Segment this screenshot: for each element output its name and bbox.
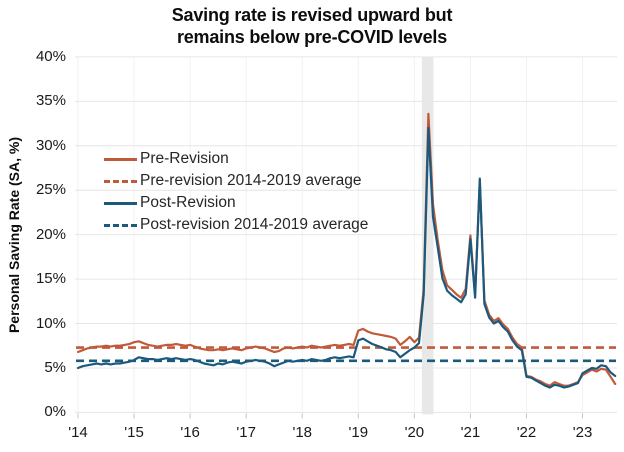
y-tick-label-30: 30% <box>35 136 66 154</box>
legend-label: Post-revision 2014-2019 average <box>140 216 369 233</box>
recession-band <box>421 57 434 415</box>
legend-swatch-solid <box>104 157 137 161</box>
x-tick-label-14: '14 <box>68 424 88 441</box>
legend-swatch-dashed <box>104 179 137 183</box>
x-tick-label-21: '21 <box>460 424 481 441</box>
y-tick-label-35: 35% <box>35 92 66 110</box>
post-revision-line <box>76 126 617 389</box>
legend-label: Pre-Revision <box>140 150 229 167</box>
chart-title-line1: Saving rate is revised upward but <box>171 5 453 25</box>
legend-item-1: Pre-revision 2014-2019 average <box>104 170 368 192</box>
x-tick-label-17: '17 <box>236 424 256 441</box>
legend: Pre-Revision Pre-revision 2014-2019 avera… <box>104 148 368 236</box>
x-tick-label-18: '18 <box>292 424 313 441</box>
legend-swatch-solid <box>104 201 137 205</box>
x-tick-label-20: '20 <box>404 424 425 441</box>
x-tick-label-16: '16 <box>180 424 200 441</box>
y-tick-label-15: 15% <box>35 270 66 288</box>
y-tick-label-5: 5% <box>44 358 66 376</box>
legend-swatch-dashed <box>104 223 137 227</box>
legend-label: Pre-revision 2014-2019 average <box>140 172 362 189</box>
y-tick-label-20: 20% <box>35 225 66 243</box>
y-tick-label-10: 10% <box>35 314 66 332</box>
x-tick-label-23: '23 <box>572 424 593 441</box>
legend-label: Post-Revision <box>140 194 236 211</box>
x-tick-label-15: '15 <box>124 424 144 441</box>
y-tick-label-25: 25% <box>35 181 66 199</box>
x-tick-label-19: '19 <box>348 424 369 441</box>
legend-item-2: Post-Revision <box>104 192 368 214</box>
y-tick-label-40: 40% <box>35 47 66 65</box>
legend-item-3: Post-revision 2014-2019 average <box>104 214 368 236</box>
y-tick-label-0: 0% <box>44 403 66 421</box>
chart-title: Saving rate is revised upward but remain… <box>0 4 624 48</box>
chart-title-line2: remains below pre-COVID levels <box>176 27 448 47</box>
legend-item-0: Pre-Revision <box>104 148 368 170</box>
x-tick-label-22: '22 <box>516 424 537 441</box>
